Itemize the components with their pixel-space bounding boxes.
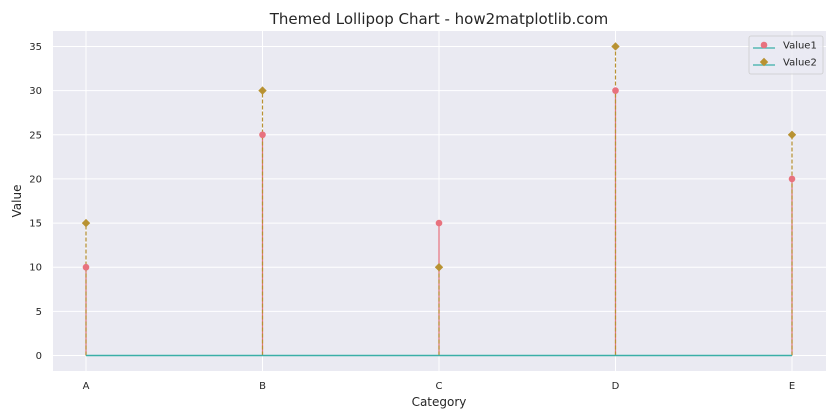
circle-marker (259, 131, 266, 139)
chart-title: Themed Lollipop Chart - how2matplotlib.c… (269, 10, 609, 28)
legend-label: Value2 (783, 58, 817, 69)
y-tick-label: 30 (29, 86, 42, 97)
circle-marker (435, 219, 443, 227)
y-tick-label: 5 (36, 307, 42, 318)
y-tick-label: 35 (29, 42, 42, 53)
tick-labels: 0 5 10 15 20 25 30 35 A B C D E (29, 42, 795, 392)
y-tick-label: 0 (36, 351, 42, 362)
y-tick-label: 10 (29, 263, 42, 274)
y-tick-label: 15 (29, 219, 42, 230)
circle-marker (788, 175, 796, 183)
x-tick-label: E (789, 381, 795, 392)
markers (81, 42, 797, 272)
y-tick-label: 25 (29, 130, 42, 141)
diamond-marker (759, 57, 769, 67)
diamond-marker (434, 263, 444, 272)
legend: Value1 Value2 (748, 35, 824, 75)
x-tick-label: C (436, 381, 443, 392)
diamond-marker (81, 218, 91, 228)
circle-marker (82, 263, 90, 271)
circle-marker (612, 87, 619, 94)
y-tick-label: 20 (29, 174, 42, 185)
diamond-marker (611, 42, 620, 51)
x-tick-label: B (259, 381, 266, 392)
legend-label: Value1 (783, 41, 817, 52)
y-axis-title: Value (10, 185, 24, 218)
x-axis-title: Category (412, 395, 467, 409)
x-tick-label: A (83, 381, 90, 392)
x-tick-label: D (612, 381, 620, 392)
diamond-marker (787, 130, 797, 139)
circle-marker (760, 41, 768, 49)
stems (85, 46, 793, 356)
diamond-marker (258, 86, 267, 95)
